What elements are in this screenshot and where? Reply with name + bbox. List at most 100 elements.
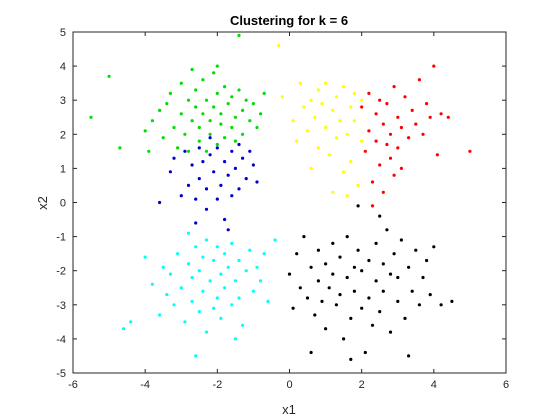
scatter-point-cluster-5 bbox=[204, 238, 209, 242]
scatter-point-cluster-2 bbox=[219, 183, 223, 187]
scatter-point-cluster-6 bbox=[327, 286, 331, 290]
scatter-point-cluster-2 bbox=[248, 149, 252, 153]
scatter-point-cluster-6 bbox=[381, 289, 385, 293]
scatter-point-cluster-6 bbox=[352, 265, 356, 269]
scatter-point-cluster-1 bbox=[165, 102, 169, 106]
scatter-point-cluster-5 bbox=[161, 265, 165, 269]
scatter-point-cluster-5 bbox=[186, 231, 191, 235]
scatter-point-cluster-1 bbox=[226, 102, 230, 106]
scatter-point-cluster-3 bbox=[305, 129, 310, 133]
scatter-point-cluster-1 bbox=[190, 67, 194, 72]
scatter-point-cluster-4 bbox=[396, 115, 400, 119]
scatter-point-cluster-4 bbox=[410, 108, 414, 112]
scatter-point-cluster-5 bbox=[176, 252, 180, 256]
scatter-point-cluster-1 bbox=[204, 149, 209, 153]
scatter-point-cluster-5 bbox=[259, 279, 263, 283]
scatter-point-cluster-2 bbox=[172, 156, 176, 160]
scatter-point-cluster-5 bbox=[248, 248, 252, 252]
scatter-point-cluster-1 bbox=[172, 125, 176, 130]
scatter-point-cluster-4 bbox=[385, 102, 389, 106]
scatter-point-cluster-2 bbox=[197, 146, 201, 150]
scatter-point-cluster-4 bbox=[425, 102, 429, 106]
y-tick-label: 0 bbox=[60, 198, 66, 210]
scatter-point-cluster-1 bbox=[233, 139, 237, 143]
scatter-point-cluster-5 bbox=[143, 255, 147, 259]
scatter-point-cluster-1 bbox=[161, 136, 165, 140]
scatter-point-cluster-6 bbox=[305, 296, 310, 300]
scatter-point-cluster-5 bbox=[208, 279, 212, 283]
scatter-point-cluster-6 bbox=[324, 262, 328, 266]
scatter-point-cluster-5 bbox=[251, 289, 255, 293]
scatter-point-cluster-4 bbox=[370, 204, 375, 208]
scatter-point-cluster-3 bbox=[295, 139, 299, 143]
scatter-point-cluster-1 bbox=[223, 85, 227, 89]
scatter-point-cluster-1 bbox=[233, 115, 237, 119]
scatter-point-cluster-4 bbox=[392, 173, 396, 177]
scatter-point-cluster-1 bbox=[183, 132, 187, 136]
scatter-point-cluster-3 bbox=[302, 105, 306, 109]
scatter-point-cluster-4 bbox=[468, 149, 472, 153]
scatter-point-cluster-6 bbox=[374, 241, 378, 245]
scatter-point-cluster-6 bbox=[287, 272, 292, 276]
scatter-point-cluster-6 bbox=[316, 279, 320, 283]
scatter-point-cluster-6 bbox=[417, 303, 421, 307]
scatter-point-cluster-4 bbox=[381, 122, 385, 126]
scatter-point-cluster-3 bbox=[345, 194, 349, 198]
scatter-point-cluster-1 bbox=[241, 132, 245, 136]
scatter-point-cluster-6 bbox=[392, 252, 396, 256]
scatter-point-cluster-4 bbox=[446, 115, 450, 119]
scatter-point-cluster-6 bbox=[367, 258, 371, 263]
scatter-point-cluster-6 bbox=[360, 269, 364, 273]
x-tick-label: 6 bbox=[503, 379, 509, 391]
scatter-point-cluster-5 bbox=[150, 282, 154, 286]
scatter-point-cluster-6 bbox=[338, 293, 342, 297]
scatter-point-cluster-3 bbox=[338, 119, 342, 123]
scatter-point-cluster-2 bbox=[255, 180, 259, 184]
scatter-point-cluster-1 bbox=[219, 122, 223, 126]
scatter-point-cluster-1 bbox=[194, 88, 198, 92]
scatter-point-cluster-1 bbox=[186, 149, 191, 153]
scatter-point-cluster-1 bbox=[176, 146, 180, 150]
scatter-point-cluster-2 bbox=[244, 177, 248, 181]
scatter-point-cluster-3 bbox=[349, 105, 353, 109]
scatter-point-cluster-4 bbox=[421, 132, 425, 136]
scatter-point-cluster-6 bbox=[439, 303, 443, 307]
scatter-point-cluster-4 bbox=[403, 95, 407, 99]
scatter-point-cluster-2 bbox=[215, 197, 219, 201]
scatter-point-cluster-1 bbox=[237, 33, 241, 38]
scatter-point-cluster-1 bbox=[255, 125, 259, 130]
scatter-point-cluster-3 bbox=[316, 88, 320, 92]
scatter-point-cluster-1 bbox=[89, 115, 93, 119]
scatter-point-cluster-3 bbox=[345, 132, 349, 136]
scatter-point-cluster-1 bbox=[230, 95, 234, 99]
scatter-point-cluster-3 bbox=[320, 102, 324, 106]
scatter-point-cluster-2 bbox=[183, 149, 187, 153]
scatter-point-cluster-5 bbox=[233, 279, 237, 283]
scatter-point-cluster-6 bbox=[363, 350, 367, 355]
scatter-point-cluster-6 bbox=[403, 316, 407, 320]
scatter-point-cluster-3 bbox=[316, 146, 320, 150]
scatter-point-cluster-4 bbox=[388, 156, 393, 160]
scatter-point-cluster-2 bbox=[223, 217, 227, 222]
scatter-point-cluster-5 bbox=[129, 320, 133, 324]
scatter-point-cluster-1 bbox=[215, 91, 219, 95]
scatter-point-cluster-6 bbox=[407, 354, 411, 358]
y-tick-label: -1 bbox=[56, 232, 66, 244]
scatter-point-cluster-6 bbox=[374, 279, 378, 283]
scatter-point-cluster-5 bbox=[230, 241, 234, 245]
scatter-point-cluster-1 bbox=[208, 132, 212, 136]
scatter-point-cluster-4 bbox=[407, 136, 411, 140]
scatter-point-cluster-1 bbox=[143, 129, 147, 133]
scatter-point-cluster-2 bbox=[179, 194, 183, 198]
scatter-point-cluster-2 bbox=[194, 197, 198, 201]
scatter-point-cluster-5 bbox=[172, 303, 176, 307]
y-tick-label: -2 bbox=[56, 266, 66, 278]
y-tick-label: 5 bbox=[60, 27, 66, 39]
scatter-point-cluster-6 bbox=[396, 275, 400, 280]
scatter-point-cluster-6 bbox=[356, 248, 360, 252]
y-tick-label: 1 bbox=[60, 163, 66, 175]
scatter-point-cluster-5 bbox=[215, 245, 219, 249]
scatter-point-cluster-5 bbox=[201, 289, 205, 293]
scatter-point-cluster-6 bbox=[356, 204, 360, 208]
